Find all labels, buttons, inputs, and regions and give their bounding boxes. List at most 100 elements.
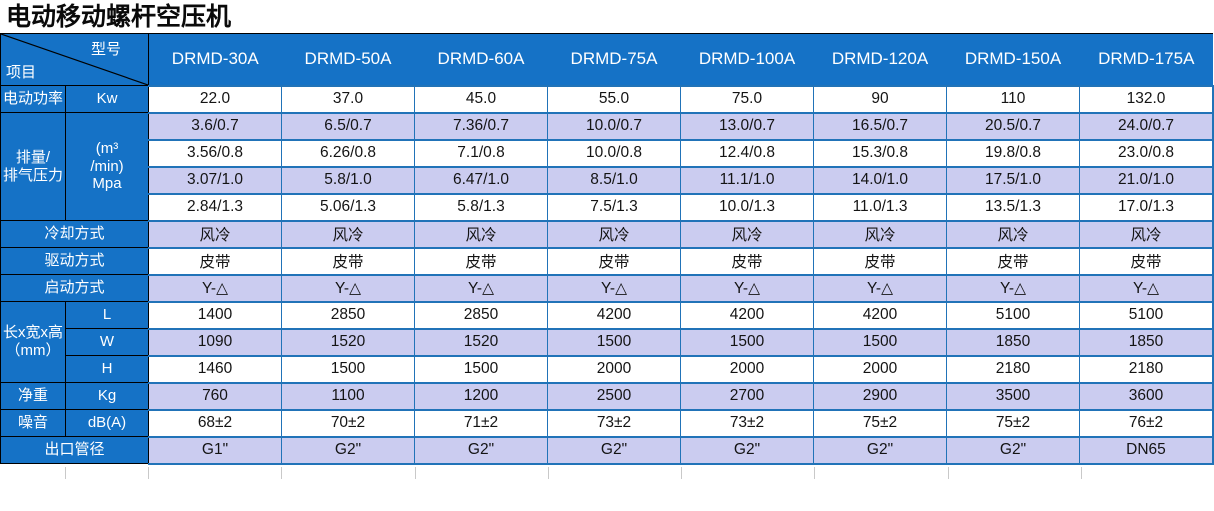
- value-cell: 8.5/1.0: [547, 165, 681, 194]
- value-cell: 13.5/1.3: [946, 192, 1080, 221]
- value-cell: 2900: [813, 381, 947, 410]
- value-cell: 75±2: [946, 408, 1080, 437]
- value-cell: Y-△: [414, 273, 548, 302]
- value-cell: 10.0/0.7: [547, 111, 681, 140]
- value-cell: 3.07/1.0: [148, 165, 282, 194]
- model-header: DRMD-30A: [148, 33, 282, 86]
- gridline: [1081, 466, 1082, 479]
- table-row: 3.07/1.0 5.8/1.0 6.47/1.0 8.5/1.0 11.1/1.0 14…: [1, 165, 1214, 194]
- value-cell: 1520: [414, 327, 548, 356]
- value-cell: 风冷: [414, 219, 548, 248]
- value-cell: G2": [680, 435, 814, 465]
- value-cell: 1100: [281, 381, 415, 410]
- value-cell: 3500: [946, 381, 1080, 410]
- value-cell: 2000: [813, 354, 947, 383]
- value-cell: 1200: [414, 381, 548, 410]
- value-cell: 风冷: [547, 219, 681, 248]
- model-header: DRMD-175A: [1079, 33, 1213, 86]
- value-cell: 7.5/1.3: [547, 192, 681, 221]
- value-cell: 2000: [680, 354, 814, 383]
- model-header: DRMD-150A: [946, 33, 1080, 86]
- row-label: dB(A): [65, 409, 149, 437]
- value-cell: 1500: [414, 354, 548, 383]
- value-cell: 5.8/1.3: [414, 192, 548, 221]
- value-cell: 10.0/1.3: [680, 192, 814, 221]
- table-row: 长x宽x高 （mm） L 1400 2850 2850 4200 4200 4200 5100 5…: [0, 300, 1214, 383]
- value-cell: 3.6/0.7: [148, 111, 282, 140]
- gridline: [148, 466, 149, 479]
- row-label: W: [65, 328, 149, 356]
- value-cell: Y-△: [281, 273, 415, 302]
- value-cell: 1090: [148, 327, 282, 356]
- value-cell: 4200: [547, 300, 681, 329]
- value-cell: 16.5/0.7: [813, 111, 947, 140]
- value-cell: 风冷: [148, 219, 282, 248]
- value-cell: 24.0/0.7: [1079, 111, 1214, 140]
- value-cell: Y-△: [148, 273, 282, 302]
- value-cell: G2": [547, 435, 681, 465]
- value-cell: 2500: [547, 381, 681, 410]
- value-cell: 14.0/1.0: [813, 165, 947, 194]
- table-row: 3.56/0.8 6.26/0.8 7.1/0.8 10.0/0.8 12.4/0.8 1…: [1, 138, 1214, 167]
- table-row: 启动方式 Y-△ Y-△ Y-△ Y-△ Y-△ Y-△ Y-△ Y-△: [0, 273, 1214, 302]
- value-cell: 1850: [946, 327, 1080, 356]
- row-label: H: [65, 355, 149, 383]
- value-cell: G2": [946, 435, 1080, 465]
- row-label: 净重: [0, 382, 66, 410]
- row-label: 冷却方式: [0, 220, 149, 248]
- table-row: 净重 Kg 760 1100 1200 2500 2700 2900 3500 3600: [0, 381, 1214, 410]
- value-cell: 6.47/1.0: [414, 165, 548, 194]
- table-row: 噪音 dB(A) 68±2 70±2 71±2 73±2 73±2 75±2 75±2 76±2: [0, 408, 1214, 437]
- table-row: W 1090 1520 1520 1500 1500 1500 1850 1850: [1, 327, 1214, 356]
- value-cell: 22.0: [148, 84, 282, 113]
- value-cell: 6.26/0.8: [281, 138, 415, 167]
- corner-item-label: 项目: [6, 64, 37, 81]
- value-cell: 风冷: [813, 219, 947, 248]
- value-cell: 5.8/1.0: [281, 165, 415, 194]
- value-cell: 76±2: [1079, 408, 1214, 437]
- model-header: DRMD-100A: [680, 33, 814, 86]
- table-row: 驱动方式 皮带 皮带 皮带 皮带 皮带 皮带 皮带 皮带: [0, 246, 1214, 275]
- value-cell: 1520: [281, 327, 415, 356]
- gridline: [948, 466, 949, 479]
- model-header: DRMD-75A: [547, 33, 681, 86]
- value-cell: 皮带: [680, 246, 814, 275]
- value-cell: 45.0: [414, 84, 548, 113]
- row-label: 电动功率: [0, 85, 66, 113]
- value-cell: 3600: [1079, 381, 1214, 410]
- value-cell: 1460: [148, 354, 282, 383]
- value-cell: 7.1/0.8: [414, 138, 548, 167]
- value-cell: 75.0: [680, 84, 814, 113]
- table-row: H 1460 1500 1500 2000 2000 2000 2180 2180: [1, 354, 1214, 383]
- value-cell: Y-△: [813, 273, 947, 302]
- diagonal-line-icon: [1, 34, 148, 85]
- spec-table: 型号 项目 DRMD-30A DRMD-50A DRMD-60A DRMD-75A DR…: [0, 33, 1214, 465]
- value-cell: 12.4/0.8: [680, 138, 814, 167]
- model-header: DRMD-60A: [414, 33, 548, 86]
- value-cell: 1500: [813, 327, 947, 356]
- value-cell: Y-△: [1079, 273, 1214, 302]
- value-cell: G2": [414, 435, 548, 465]
- spec-sheet-page: 电动移动螺杆空压机 型号 项目 DRMD-30A DRMD-50A DRMD-60A…: [0, 3, 1214, 479]
- value-cell: 5.06/1.3: [281, 192, 415, 221]
- value-cell: 2700: [680, 381, 814, 410]
- value-cell: 皮带: [547, 246, 681, 275]
- value-cell: 皮带: [1079, 246, 1214, 275]
- value-cell: 风冷: [680, 219, 814, 248]
- value-cell: 23.0/0.8: [1079, 138, 1214, 167]
- value-cell: 15.3/0.8: [813, 138, 947, 167]
- value-cell: 1500: [281, 354, 415, 383]
- value-cell: 1500: [680, 327, 814, 356]
- value-cell: 7.36/0.7: [414, 111, 548, 140]
- value-cell: 73±2: [680, 408, 814, 437]
- value-cell: 风冷: [281, 219, 415, 248]
- value-cell: 皮带: [281, 246, 415, 275]
- header-row: 型号 项目 DRMD-30A DRMD-50A DRMD-60A DRMD-75A DR…: [0, 33, 1213, 86]
- value-cell: 1850: [1079, 327, 1214, 356]
- value-cell: 2850: [414, 300, 548, 329]
- value-cell: 71±2: [414, 408, 548, 437]
- value-cell: 13.0/0.7: [680, 111, 814, 140]
- value-cell: 19.8/0.8: [946, 138, 1080, 167]
- value-cell: 风冷: [1079, 219, 1214, 248]
- value-cell: G1": [148, 435, 282, 465]
